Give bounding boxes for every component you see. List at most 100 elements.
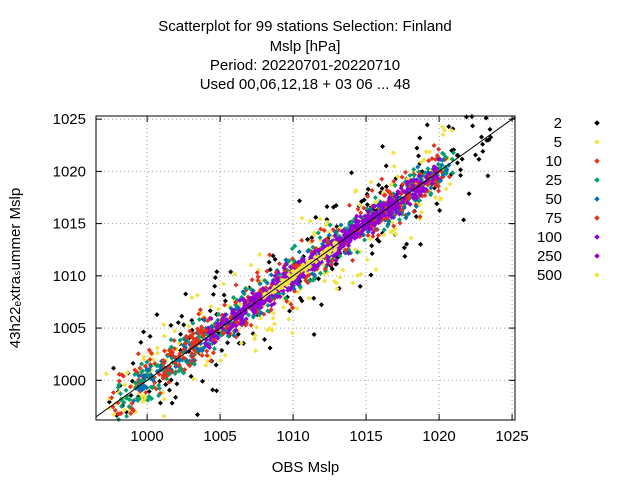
data-point — [215, 311, 221, 317]
data-point — [366, 225, 372, 231]
data-point — [334, 236, 340, 242]
data-point — [207, 337, 213, 343]
data-point — [258, 301, 264, 307]
data-point — [414, 177, 420, 183]
data-point — [309, 238, 315, 244]
data-point — [131, 398, 137, 404]
data-point — [418, 241, 424, 247]
data-point — [200, 378, 206, 384]
data-point — [320, 245, 326, 251]
data-point — [149, 350, 155, 356]
legend-marker-10 — [594, 158, 600, 164]
data-point — [183, 291, 189, 297]
data-point — [232, 271, 238, 277]
data-point — [424, 174, 430, 180]
data-point — [376, 182, 382, 188]
data-point — [361, 237, 367, 243]
legend-marker-25 — [594, 177, 600, 183]
data-point — [404, 241, 410, 247]
data-point — [394, 209, 400, 215]
legend-label-2: 2 — [554, 115, 562, 132]
data-point — [431, 164, 437, 170]
data-point — [395, 189, 401, 195]
data-point — [402, 253, 408, 259]
data-point — [440, 172, 446, 178]
data-point — [324, 204, 330, 210]
data-point — [433, 156, 439, 162]
data-point — [254, 300, 260, 306]
data-point — [458, 172, 464, 178]
data-point — [196, 316, 202, 322]
data-point — [294, 305, 300, 311]
data-point — [439, 162, 445, 168]
data-point — [435, 175, 441, 181]
data-point — [214, 326, 220, 332]
data-point — [222, 302, 228, 308]
data-point — [446, 174, 452, 180]
data-point — [283, 257, 289, 263]
data-point — [173, 364, 179, 370]
data-point — [403, 169, 409, 175]
data-point — [439, 124, 445, 130]
chart-title-line-1: Scatterplot for 99 stations Selection: F… — [158, 18, 452, 35]
data-point — [205, 358, 211, 364]
data-point — [132, 371, 138, 377]
data-point — [470, 123, 476, 129]
data-point — [128, 411, 134, 417]
data-point — [356, 218, 362, 224]
data-point — [346, 202, 352, 208]
data-point — [177, 337, 183, 343]
data-point — [372, 203, 378, 209]
data-point — [199, 348, 205, 354]
data-point — [437, 207, 443, 213]
data-point — [126, 404, 132, 410]
data-point — [416, 190, 422, 196]
data-point — [326, 232, 332, 238]
data-point — [300, 258, 306, 264]
data-point — [156, 385, 162, 391]
data-point — [329, 266, 335, 272]
data-point — [401, 245, 407, 251]
data-point — [249, 277, 255, 283]
data-point — [167, 351, 173, 357]
legend-label-50: 50 — [545, 191, 562, 208]
data-point — [161, 360, 167, 366]
data-point — [252, 336, 258, 342]
data-point — [240, 296, 246, 302]
data-point — [237, 301, 243, 307]
x-tick-label: 1020 — [422, 428, 455, 445]
data-point — [303, 278, 309, 284]
data-point — [424, 122, 430, 128]
y-tick-label: 1005 — [53, 320, 86, 337]
data-point — [396, 217, 402, 223]
data-point — [141, 354, 147, 360]
data-point — [302, 267, 308, 273]
data-point — [365, 193, 371, 199]
data-point — [426, 158, 432, 164]
data-point — [425, 166, 431, 172]
data-point — [318, 302, 324, 308]
data-point — [154, 312, 160, 318]
data-point — [337, 274, 343, 280]
data-point — [330, 227, 336, 233]
data-point — [354, 234, 360, 240]
data-point — [378, 190, 384, 196]
data-point — [175, 320, 181, 326]
data-point — [133, 380, 139, 386]
data-point — [287, 287, 293, 293]
data-point — [208, 316, 214, 322]
data-point — [274, 279, 280, 285]
data-point — [248, 295, 254, 301]
data-point — [301, 273, 307, 279]
data-point — [193, 336, 199, 342]
data-point — [403, 215, 409, 221]
data-point — [388, 209, 394, 215]
data-point — [275, 269, 281, 275]
data-point — [267, 345, 273, 351]
y-tick-label: 1015 — [53, 216, 86, 233]
data-point — [214, 388, 220, 394]
data-point — [312, 232, 318, 238]
data-point — [311, 272, 317, 278]
data-point — [208, 303, 214, 309]
data-point — [218, 357, 224, 363]
